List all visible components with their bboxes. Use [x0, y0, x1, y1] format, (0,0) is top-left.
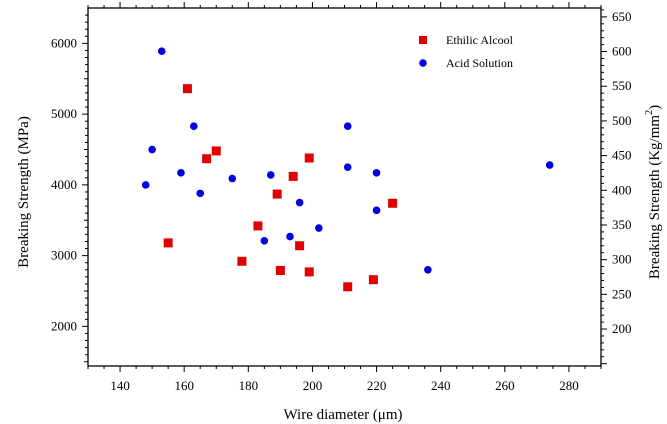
- y2-tick-label: 250: [612, 286, 632, 301]
- x-tick-label: 260: [495, 378, 515, 393]
- acid-solution-point: [157, 47, 166, 55]
- chart-legend: Ethilic Alcool Acid Solution: [419, 33, 514, 70]
- y-tick-label: 3000: [51, 248, 77, 263]
- x-tick-label: 200: [303, 378, 323, 393]
- ethilic-alcool-point: [202, 154, 212, 164]
- ethilic-alcool-point: [237, 256, 247, 266]
- y2-tick-label: 400: [612, 182, 632, 197]
- acid-solution-point: [286, 232, 294, 241]
- ethilic-alcool-point: [295, 241, 305, 251]
- acid-solution-point: [141, 181, 150, 189]
- y-axis-label: Breaking Strength (MPa): [16, 116, 32, 268]
- acid-solution-point: [196, 189, 205, 198]
- acid-solution-point: [190, 122, 198, 130]
- y2-tick-label: 350: [612, 217, 632, 232]
- ethilic-alcool-point: [211, 146, 221, 156]
- acid-solution-point: [343, 122, 352, 130]
- ethilic-alcool-point: [272, 189, 282, 199]
- x-tick-label: 160: [174, 378, 194, 393]
- x-tick-label: 140: [110, 378, 130, 393]
- acid-solution-point: [545, 161, 554, 169]
- chart-marks: [141, 47, 554, 292]
- x-axis-label: Wire diameter (μm): [283, 407, 402, 423]
- ethilic-alcool-point: [275, 265, 285, 275]
- y2-axis-label-main: Breaking Strength (Kg/mm: [647, 115, 663, 279]
- legend-acid-marker: [419, 59, 427, 67]
- acid-solution-point: [372, 206, 381, 215]
- y2-tick-label: 200: [612, 321, 632, 336]
- acid-solution-point: [424, 265, 432, 274]
- ethilic-alcool-point: [288, 171, 298, 181]
- y2-tick-label: 600: [612, 44, 632, 59]
- chart-ticks: 140 160 180 200 220 240 260 280 2000 3000 4000 5000…: [51, 2, 632, 393]
- x-tick-label: 180: [239, 378, 259, 393]
- ethilic-alcool-point: [182, 84, 192, 94]
- chart-axes: [87, 7, 602, 367]
- y-tick-label: 6000: [51, 35, 77, 50]
- ethilic-alcool-point: [368, 275, 378, 285]
- y2-tick-label: 650: [612, 9, 632, 24]
- acid-solution-point: [266, 171, 275, 179]
- acid-solution-point: [177, 169, 185, 177]
- acid-solution-point: [260, 236, 269, 245]
- y-tick-label: 4000: [51, 177, 77, 192]
- y2-axis-label-end: ): [647, 105, 663, 110]
- x-tick-label: 280: [559, 378, 579, 393]
- acid-solution-point: [372, 169, 381, 177]
- legend-ethilic-marker: [419, 36, 427, 44]
- ethilic-alcool-point: [304, 267, 314, 277]
- x-tick-label: 240: [431, 378, 451, 393]
- acid-solution-point: [228, 174, 237, 183]
- acid-solution-point: [315, 224, 323, 232]
- y2-tick-label: 450: [612, 148, 632, 163]
- y2-axis-label-superscript: 2: [644, 110, 655, 115]
- y2-tick-label: 500: [612, 113, 632, 128]
- y-tick-label: 5000: [51, 106, 77, 121]
- y2-tick-label: 550: [612, 78, 632, 93]
- y2-tick-label: 300: [612, 252, 632, 267]
- ethilic-alcool-point: [304, 153, 314, 163]
- y2-axis-label: Breaking Strength (Kg/mm2): [644, 105, 663, 279]
- ethilic-alcool-point: [163, 238, 173, 248]
- legend-label: Ethilic Alcool: [446, 33, 514, 47]
- ethilic-alcool-point: [388, 198, 398, 208]
- y-tick-label: 2000: [51, 318, 77, 333]
- acid-solution-point: [295, 198, 304, 207]
- acid-solution-point: [148, 145, 156, 154]
- x-tick-label: 220: [367, 378, 387, 393]
- acid-solution-point: [343, 163, 352, 171]
- legend-label: Acid Solution: [446, 56, 513, 70]
- ethilic-alcool-point: [253, 221, 263, 231]
- ethilic-alcool-point: [343, 282, 353, 292]
- plot-frame: [87, 7, 602, 367]
